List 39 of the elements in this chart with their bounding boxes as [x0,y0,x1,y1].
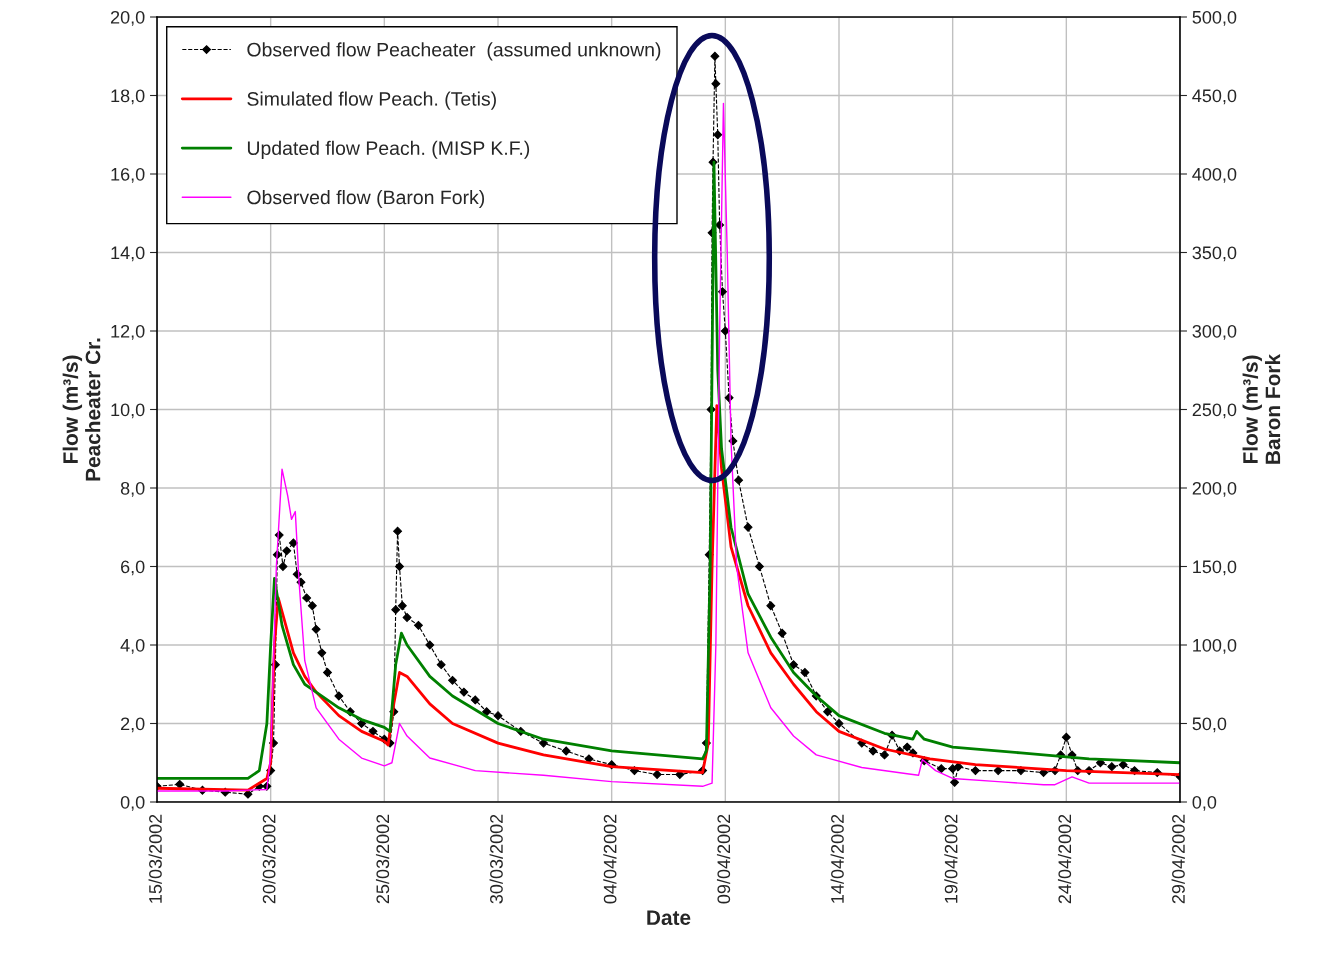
y2-axis-title: Flow (m³/s) Baron Fork [1242,353,1281,464]
x-tick-label: 04/04/2002 [603,814,617,904]
x-tick-label: 20/03/2002 [262,814,276,904]
y2-tick-label: 300,0 [1192,324,1237,340]
y-tick-label: 8,0 [120,481,145,497]
y-axis-title: Flow (m³/s) Peacheater Cr. [62,338,101,481]
legend-label: Observed flow Peacheater (assumed unknown) [247,42,661,61]
legend-label: Updated flow Peach. (MISP K.F.) [247,140,530,159]
y-tick-label: 14,0 [111,246,145,262]
x-axis-title: Date [647,910,691,926]
y-tick-label: 12,0 [111,324,145,340]
y2-tick-label: 500,0 [1192,10,1237,26]
x-tick-label: 29/04/2002 [1171,814,1185,904]
y-tick-label: 10,0 [111,403,145,419]
y-tick-label: 0,0 [120,795,145,811]
legend-label: Simulated flow Peach. (Tetis) [247,91,496,110]
x-tick-label: 19/04/2002 [944,814,958,903]
y-tick-label: 6,0 [121,560,145,576]
x-tick-label: 14/04/2002 [830,814,844,903]
y-tick-label: 18,0 [111,89,145,105]
y2-tick-label: 200,0 [1192,481,1237,497]
y2-tick-label: 50,0 [1192,717,1227,733]
y-tick-label: 16,0 [111,167,145,183]
x-tick-label: 24/04/2002 [1057,814,1072,904]
y-tick-label: 2,0 [121,717,145,733]
y-tick-label: 4,0 [120,638,145,654]
y2-tick-label: 150,0 [1193,560,1237,576]
y2-tick-label: 400,0 [1192,167,1237,183]
x-tick-label: 09/04/2002 [716,814,731,904]
y2-tick-label: 450,0 [1192,89,1237,105]
y2-tick-label: 250,0 [1192,403,1237,419]
legend-label: Observed flow (Baron Fork) [247,189,485,209]
y-tick-label: 20,0 [110,10,145,26]
y2-tick-label: 100,0 [1193,638,1237,654]
x-tick-label: 25/03/2002 [375,814,390,904]
x-tick-label: 30/03/2002 [489,814,503,904]
x-tick-label: 15/03/2002 [148,814,162,903]
y2-tick-label: 0,0 [1192,795,1217,811]
y2-tick-label: 350,0 [1192,246,1237,262]
